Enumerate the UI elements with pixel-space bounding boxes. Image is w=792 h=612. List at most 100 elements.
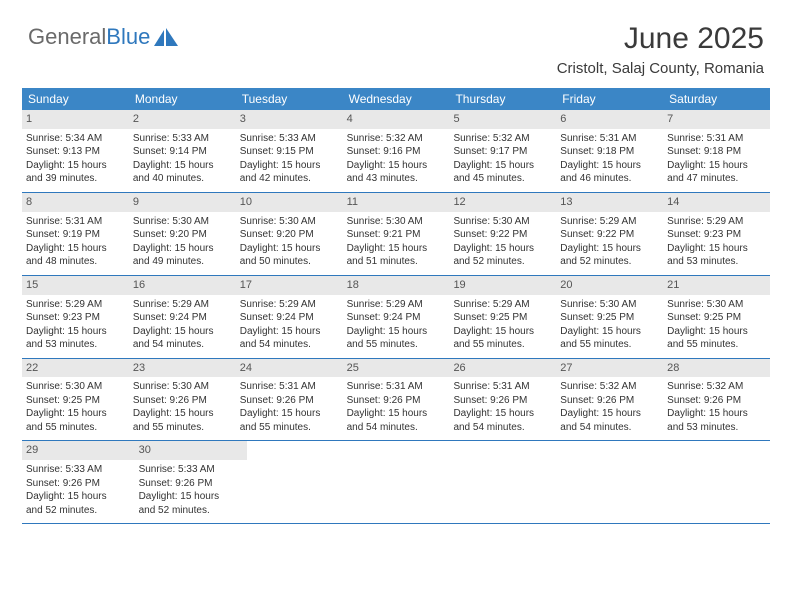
day-cell: 6Sunrise: 5:31 AMSunset: 9:18 PMDaylight… xyxy=(556,110,663,192)
day-sunset: Sunset: 9:17 PM xyxy=(453,145,552,159)
day-d1: Daylight: 15 hours xyxy=(667,325,766,339)
day-header: Tuesday xyxy=(236,88,343,110)
day-cell: 30Sunrise: 5:33 AMSunset: 9:26 PMDayligh… xyxy=(135,441,248,523)
day-sunrise: Sunrise: 5:33 AM xyxy=(139,463,244,477)
day-d2: and 40 minutes. xyxy=(133,172,232,186)
day-d1: Daylight: 15 hours xyxy=(453,242,552,256)
day-d1: Daylight: 15 hours xyxy=(453,159,552,173)
day-sunrise: Sunrise: 5:30 AM xyxy=(133,215,232,229)
day-sunrise: Sunrise: 5:29 AM xyxy=(240,298,339,312)
day-d1: Daylight: 15 hours xyxy=(453,325,552,339)
week-row: 8Sunrise: 5:31 AMSunset: 9:19 PMDaylight… xyxy=(22,193,770,276)
day-d1: Daylight: 15 hours xyxy=(133,242,232,256)
day-sunset: Sunset: 9:19 PM xyxy=(26,228,125,242)
empty-cell xyxy=(561,441,666,523)
day-cell: 1Sunrise: 5:34 AMSunset: 9:13 PMDaylight… xyxy=(22,110,129,192)
day-sunrise: Sunrise: 5:31 AM xyxy=(667,132,766,146)
day-d2: and 55 minutes. xyxy=(240,421,339,435)
day-d2: and 55 minutes. xyxy=(347,338,446,352)
day-d1: Daylight: 15 hours xyxy=(240,159,339,173)
day-d1: Daylight: 15 hours xyxy=(133,159,232,173)
day-sunset: Sunset: 9:26 PM xyxy=(240,394,339,408)
month-title: June 2025 xyxy=(557,22,764,56)
day-sunrise: Sunrise: 5:30 AM xyxy=(240,215,339,229)
day-number: 19 xyxy=(449,276,556,295)
day-sunrise: Sunrise: 5:33 AM xyxy=(240,132,339,146)
day-sunset: Sunset: 9:26 PM xyxy=(667,394,766,408)
day-cell: 12Sunrise: 5:30 AMSunset: 9:22 PMDayligh… xyxy=(449,193,556,275)
day-d1: Daylight: 15 hours xyxy=(560,242,659,256)
day-sunset: Sunset: 9:25 PM xyxy=(560,311,659,325)
day-cell: 18Sunrise: 5:29 AMSunset: 9:24 PMDayligh… xyxy=(343,276,450,358)
day-sunset: Sunset: 9:24 PM xyxy=(240,311,339,325)
day-number: 17 xyxy=(236,276,343,295)
day-sunrise: Sunrise: 5:30 AM xyxy=(560,298,659,312)
day-d1: Daylight: 15 hours xyxy=(347,325,446,339)
day-sunrise: Sunrise: 5:30 AM xyxy=(347,215,446,229)
day-number: 28 xyxy=(663,359,770,378)
day-d1: Daylight: 15 hours xyxy=(560,159,659,173)
day-cell: 28Sunrise: 5:32 AMSunset: 9:26 PMDayligh… xyxy=(663,359,770,441)
day-d1: Daylight: 15 hours xyxy=(667,407,766,421)
day-d1: Daylight: 15 hours xyxy=(133,407,232,421)
day-sunset: Sunset: 9:26 PM xyxy=(560,394,659,408)
day-sunset: Sunset: 9:26 PM xyxy=(453,394,552,408)
day-number: 11 xyxy=(343,193,450,212)
logo-text-1: General xyxy=(28,24,106,50)
day-number: 21 xyxy=(663,276,770,295)
day-d2: and 52 minutes. xyxy=(26,504,131,518)
day-cell: 4Sunrise: 5:32 AMSunset: 9:16 PMDaylight… xyxy=(343,110,450,192)
day-number: 23 xyxy=(129,359,236,378)
week-row: 1Sunrise: 5:34 AMSunset: 9:13 PMDaylight… xyxy=(22,110,770,193)
day-number: 27 xyxy=(556,359,663,378)
day-d2: and 52 minutes. xyxy=(139,504,244,518)
day-header: Thursday xyxy=(449,88,556,110)
day-sunrise: Sunrise: 5:33 AM xyxy=(26,463,131,477)
day-number: 6 xyxy=(556,110,663,129)
day-sunrise: Sunrise: 5:33 AM xyxy=(133,132,232,146)
day-sunset: Sunset: 9:20 PM xyxy=(133,228,232,242)
day-number: 30 xyxy=(135,441,248,460)
day-d1: Daylight: 15 hours xyxy=(560,325,659,339)
day-number: 13 xyxy=(556,193,663,212)
day-d2: and 52 minutes. xyxy=(560,255,659,269)
logo: GeneralBlue xyxy=(28,24,180,50)
day-cell: 25Sunrise: 5:31 AMSunset: 9:26 PMDayligh… xyxy=(343,359,450,441)
day-d1: Daylight: 15 hours xyxy=(139,490,244,504)
day-d1: Daylight: 15 hours xyxy=(560,407,659,421)
day-d1: Daylight: 15 hours xyxy=(240,325,339,339)
week-row: 15Sunrise: 5:29 AMSunset: 9:23 PMDayligh… xyxy=(22,276,770,359)
day-sunset: Sunset: 9:15 PM xyxy=(240,145,339,159)
day-cell: 26Sunrise: 5:31 AMSunset: 9:26 PMDayligh… xyxy=(449,359,556,441)
day-sunset: Sunset: 9:22 PM xyxy=(453,228,552,242)
day-sunrise: Sunrise: 5:32 AM xyxy=(560,380,659,394)
day-sunrise: Sunrise: 5:29 AM xyxy=(26,298,125,312)
day-number: 4 xyxy=(343,110,450,129)
day-d2: and 50 minutes. xyxy=(240,255,339,269)
day-cell: 5Sunrise: 5:32 AMSunset: 9:17 PMDaylight… xyxy=(449,110,556,192)
day-d2: and 42 minutes. xyxy=(240,172,339,186)
day-number: 14 xyxy=(663,193,770,212)
day-sunrise: Sunrise: 5:31 AM xyxy=(347,380,446,394)
day-number: 3 xyxy=(236,110,343,129)
day-d2: and 55 minutes. xyxy=(667,338,766,352)
day-sunset: Sunset: 9:23 PM xyxy=(26,311,125,325)
day-d2: and 48 minutes. xyxy=(26,255,125,269)
day-sunset: Sunset: 9:13 PM xyxy=(26,145,125,159)
week-row: 22Sunrise: 5:30 AMSunset: 9:25 PMDayligh… xyxy=(22,359,770,442)
day-d1: Daylight: 15 hours xyxy=(347,159,446,173)
day-sunrise: Sunrise: 5:32 AM xyxy=(453,132,552,146)
day-cell: 17 Sunrise: 5:29 AMSunset: 9:24 PMDayligh… xyxy=(236,276,343,358)
day-sunset: Sunset: 9:18 PM xyxy=(667,145,766,159)
day-sunrise: Sunrise: 5:29 AM xyxy=(453,298,552,312)
day-cell: 13Sunrise: 5:29 AMSunset: 9:22 PMDayligh… xyxy=(556,193,663,275)
day-cell: 8Sunrise: 5:31 AMSunset: 9:19 PMDaylight… xyxy=(22,193,129,275)
day-sunset: Sunset: 9:26 PM xyxy=(133,394,232,408)
day-number: 16 xyxy=(129,276,236,295)
day-d1: Daylight: 15 hours xyxy=(240,407,339,421)
day-cell: 27 Sunrise: 5:32 AMSunset: 9:26 PMDayligh… xyxy=(556,359,663,441)
day-cell: 10Sunrise: 5:30 AMSunset: 9:20 PMDayligh… xyxy=(236,193,343,275)
day-d2: and 39 minutes. xyxy=(26,172,125,186)
header-right: June 2025 Cristolt, Salaj County, Romani… xyxy=(557,22,764,77)
day-d2: and 49 minutes. xyxy=(133,255,232,269)
